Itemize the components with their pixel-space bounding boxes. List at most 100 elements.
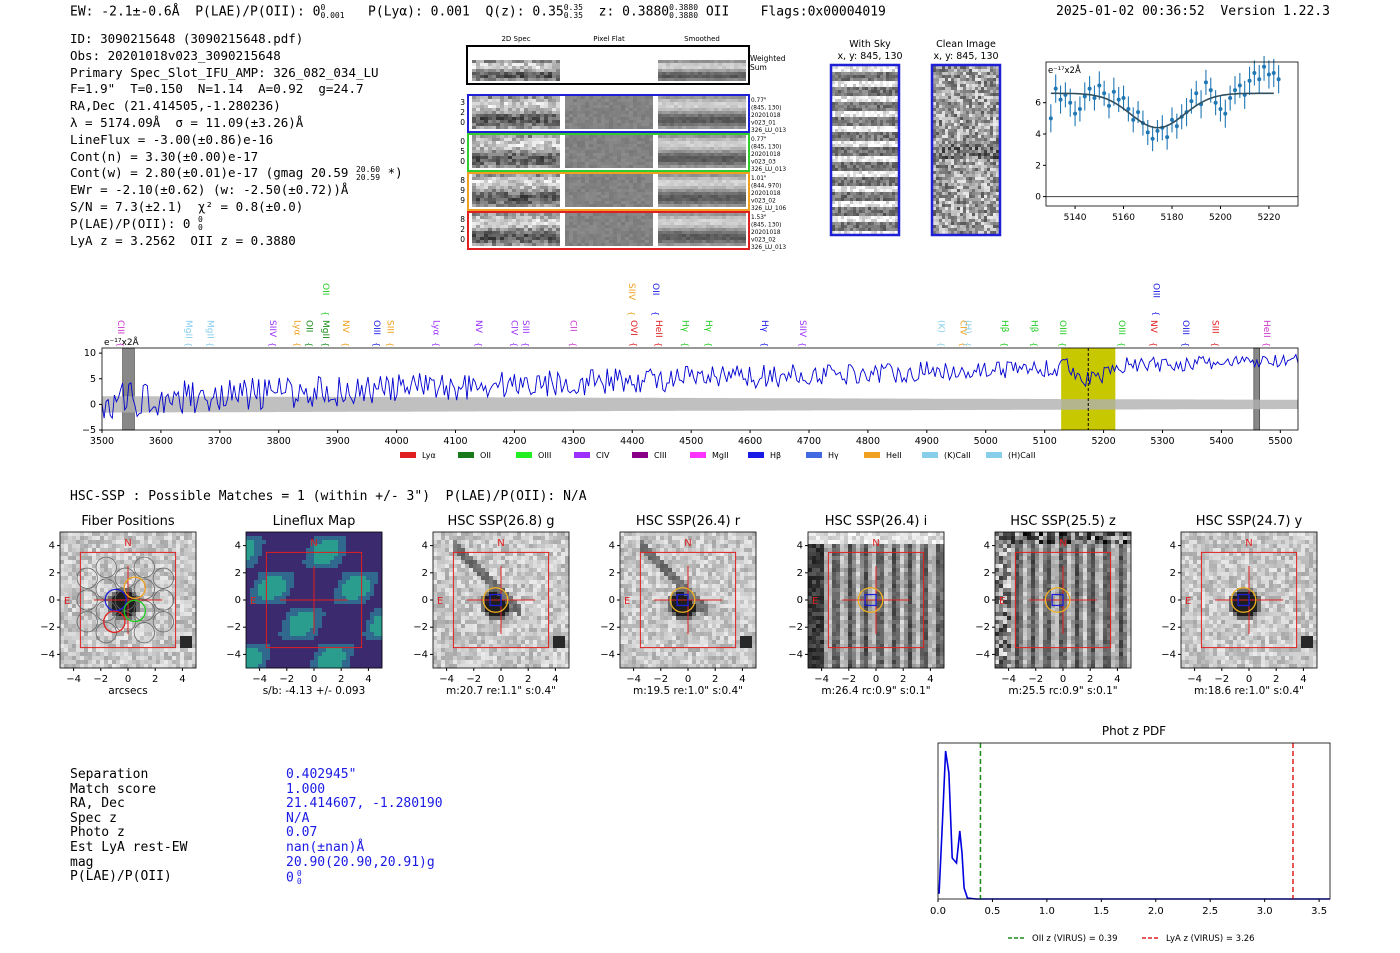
cutout-pixel xyxy=(658,117,662,120)
cutout-pixel xyxy=(645,150,649,153)
detail-contw: Cont(w) = 2.80(±0.01)e-17 (gmag 20.59 20… xyxy=(70,165,403,182)
detail-plae-text: P(LAE)/P(OII): 0 xyxy=(70,215,191,231)
cutout-pixel xyxy=(625,213,629,216)
cutout-pixel xyxy=(573,162,577,165)
cutout-pixel xyxy=(730,99,734,102)
cutout-pixel xyxy=(512,183,516,186)
cutout-pixel xyxy=(508,147,512,150)
cutout-pixel xyxy=(548,114,552,117)
cutout-pixel xyxy=(476,60,480,63)
cutout-pixel xyxy=(532,123,536,126)
cutout-pixel xyxy=(492,126,496,129)
cutout-pixel xyxy=(581,153,585,156)
sky-pixel xyxy=(868,207,871,210)
cutout-left-label: 0.08 xyxy=(460,215,465,224)
cutout-pixel xyxy=(690,153,694,156)
cutout-pixel xyxy=(544,162,548,165)
sky-pixel xyxy=(993,75,996,78)
cutout-pixel xyxy=(472,192,476,195)
cutout-pixel xyxy=(617,228,621,231)
cutout-pixel xyxy=(686,234,690,237)
cutout-pixel xyxy=(520,177,524,180)
sky-pixel xyxy=(889,90,892,93)
cutout-pixel xyxy=(722,108,726,111)
sky-pixel xyxy=(844,228,847,231)
cutout-pixel xyxy=(670,135,674,138)
cutout-pixel xyxy=(674,177,678,180)
cutout-pixel xyxy=(552,195,556,198)
cutout-pixel xyxy=(629,108,633,111)
sky-pixel xyxy=(874,153,877,156)
cutout-pixel xyxy=(496,99,500,102)
sky-pixel xyxy=(889,93,892,96)
cutout-pixel xyxy=(565,120,569,123)
cutout-pixel xyxy=(645,198,649,201)
cutout-pixel xyxy=(621,234,625,237)
sky-pixel xyxy=(832,231,835,234)
sky-pixel xyxy=(886,84,889,87)
cutout-pixel xyxy=(516,174,520,177)
cutout-pixel xyxy=(706,66,710,69)
cutout-pixel xyxy=(589,225,593,228)
cutout-pixel xyxy=(476,192,480,195)
cutout-pixel xyxy=(694,174,698,177)
cutout-pixel xyxy=(540,225,544,228)
cutout-pixel xyxy=(472,75,476,78)
cutout-pixel xyxy=(492,99,496,102)
cutout-pixel xyxy=(722,135,726,138)
cutout-pixel xyxy=(581,120,585,123)
cutout-pixel xyxy=(484,237,488,240)
cutout-pixel xyxy=(738,153,742,156)
sky-pixel xyxy=(862,81,865,84)
cutout-pixel xyxy=(504,189,508,192)
sky-pixel xyxy=(865,129,868,132)
sky-pixel xyxy=(844,162,847,165)
cutout-pixel xyxy=(540,162,544,165)
cutout-pixel xyxy=(544,120,548,123)
cutout-pixel xyxy=(641,150,645,153)
cutout-pixel xyxy=(516,117,520,120)
cutout-pixel xyxy=(556,63,560,66)
sky-pixel xyxy=(868,222,871,225)
cutout-pixel xyxy=(718,186,722,189)
cutout-pixel xyxy=(569,180,573,183)
cutout-pixel xyxy=(540,216,544,219)
plae-header-sub: 0.001 xyxy=(320,11,345,20)
sky-pixel xyxy=(892,228,895,231)
sky-pixel xyxy=(838,216,841,219)
cutout-pixel xyxy=(698,99,702,102)
cutout-pixel xyxy=(714,180,718,183)
cutout-pixel xyxy=(577,237,581,240)
cutout-pixel xyxy=(742,150,746,153)
cutout-pixel xyxy=(625,126,629,129)
sky-pixel xyxy=(883,69,886,72)
cutout-pixel xyxy=(577,198,581,201)
sky-pixel xyxy=(832,186,835,189)
cutout-pixel xyxy=(726,141,730,144)
cutout-pixel xyxy=(666,108,670,111)
cutout-pixel xyxy=(577,234,581,237)
cutout-pixel xyxy=(500,174,504,177)
cutout-pixel xyxy=(706,240,710,243)
cutout-pixel xyxy=(520,123,524,126)
sky-pixel xyxy=(868,228,871,231)
cutout-pixel xyxy=(508,162,512,165)
cutout-pixel xyxy=(585,198,589,201)
sky-pixel xyxy=(853,96,856,99)
sky-pixel xyxy=(865,141,868,144)
sky-pixel xyxy=(981,105,984,108)
sky-pixel xyxy=(856,87,859,90)
sky-pixel xyxy=(832,162,835,165)
cutout-pixel xyxy=(472,123,476,126)
cutout-pixel xyxy=(532,111,536,114)
cutout-pixel xyxy=(569,183,573,186)
cutout-pixel xyxy=(621,189,625,192)
cutout-pixel xyxy=(670,192,674,195)
cutout-pixel xyxy=(738,213,742,216)
sky-pixel xyxy=(990,96,993,99)
cutout-pixel xyxy=(674,123,678,126)
cutout-pixel xyxy=(569,222,573,225)
detail-radec: RA,Dec (21.414505,-1.280236) xyxy=(70,98,281,114)
cutout-pixel xyxy=(589,180,593,183)
cutout-pixel xyxy=(476,231,480,234)
